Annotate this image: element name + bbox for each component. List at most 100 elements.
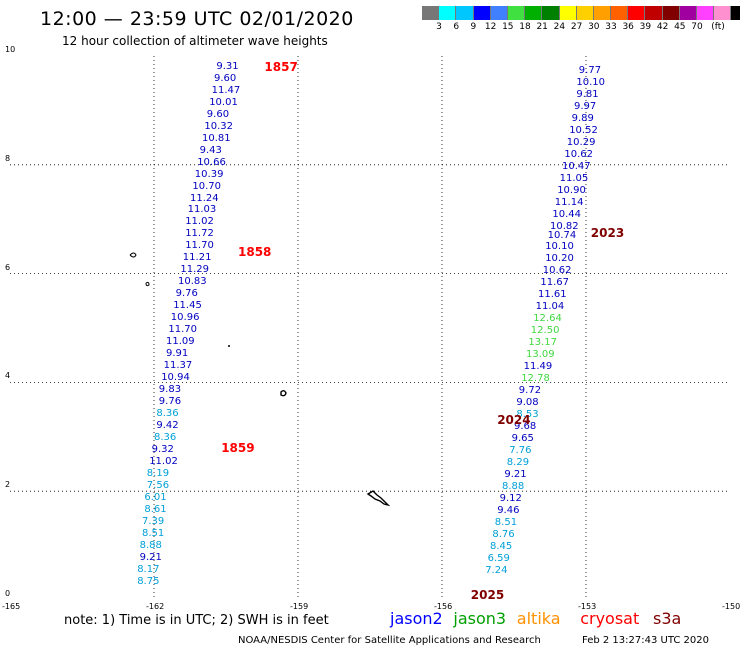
legend-swatch [576,6,594,20]
legend-swatch [645,6,663,20]
wave-height-label: 10.20 [545,253,574,265]
legend-tick-label: 24 [553,22,566,32]
wave-height-label: 6.01 [144,491,167,503]
island-shape [129,252,137,258]
wave-height-label: 9.21 [139,551,162,563]
legend-swatch [628,6,646,20]
wave-height-label: 8.29 [506,456,530,468]
wave-height-label: 10.70 [192,180,222,192]
wave-height-label: 13.09 [526,349,555,361]
satellite-name-jason2: jason2 [390,609,443,628]
legend-swatch [731,6,740,20]
wave-height-label: 9.81 [576,89,599,101]
wave-height-label: 10.39 [194,168,224,180]
legend-color-bar [422,6,740,20]
wave-height-label: 11.09 [166,336,195,348]
satellite-name-cryosat: cryosat [580,609,640,628]
legend-swatch [611,6,629,20]
wave-height-label: 9.31 [216,60,239,72]
wave-height-label: 11.04 [535,301,565,313]
wave-height-label: 10.83 [178,276,207,288]
legend-tick-label: 45 [674,22,686,32]
map-subtitle: 12 hour collection of altimeter wave hei… [62,34,328,48]
wave-height-label: 9.77 [578,65,602,77]
wave-height-label: 8.51 [494,516,518,528]
wave-height-label: 13.17 [528,337,558,349]
map-title: 12:00 — 23:59 UTC 02/01/2020 [40,8,354,30]
wave-height-label: 11.37 [163,360,193,372]
legend-swatch [542,6,560,20]
legend-tick-label: 70 [691,22,703,32]
x-axis-label: -156 [434,602,453,611]
island-shape [145,281,150,287]
wave-height-label: 11.47 [211,84,241,96]
legend-swatch [507,6,526,20]
y-axis-label: 4 [5,371,11,381]
y-axis-label: 8 [5,153,11,163]
legend-tick-label: 9 [470,22,477,32]
wave-height-label: 10.96 [170,312,200,324]
wave-height-label: 7.24 [485,564,508,576]
legend-swatch [714,6,732,20]
legend-swatch [525,6,543,20]
legend-tick-label: 33 [605,22,617,32]
wave-height-label: 8.36 [154,431,177,443]
legend-tick-label: 3 [436,22,442,32]
y-axis-label: 6 [5,262,11,272]
wave-height-label: 10.66 [197,156,226,168]
wave-height-label: 9.72 [518,385,542,397]
wave-height-label: 11.05 [559,172,589,184]
wave-height-label: 9.76 [158,395,182,407]
wave-height-label: 7.76 [509,444,532,456]
wave-height-label: 9.32 [151,443,174,455]
pass-number-label: 2023 [590,225,625,240]
grid-lines [10,56,730,600]
wave-height-label: 8.88 [502,480,525,492]
wave-height-label: 10.47 [562,160,591,172]
x-axis-label: -165 [2,602,21,611]
satellite-name-altika: altika [516,609,561,628]
wave-height-label: 11.61 [538,289,567,301]
wave-height-label: 11.72 [185,228,214,240]
wave-height-label: 8.45 [490,540,513,552]
wave-height-label: 9.46 [497,504,520,516]
legend-swatch [697,6,715,20]
legend-tick-label: 6 [453,22,460,32]
legend-tick-label: 21 [536,22,548,32]
wave-height-label: 10.52 [569,125,598,137]
wave-height-label: 9.97 [574,101,597,113]
wave-height-label: 10.62 [542,265,572,277]
wave-height-label: 11.24 [190,192,219,204]
wave-height-label: 11.70 [185,240,214,252]
wave-height-label: 10.10 [576,77,606,89]
island-shape [280,390,287,397]
wave-height-label: 11.02 [185,216,214,228]
wave-height-label: 10.32 [204,120,234,132]
pass-number-label: 2024 [497,413,531,428]
pass-number-label: 1859 [221,440,255,455]
satellite-name-s3a: s3a [653,609,682,628]
legend-swatch [473,6,491,20]
legend-swatch [422,6,440,20]
wave-height-label: 9.21 [504,468,527,480]
wave-height-label: 8.88 [139,539,162,551]
wave-height-label: 8.53 [516,409,539,421]
wave-height-label: 7.39 [142,515,165,527]
wave-height-label: 8.17 [137,563,160,575]
wave-height-label: 9.08 [516,397,539,409]
pass-number-label: 1857 [264,59,298,74]
wave-height-label: 10.62 [564,149,594,160]
wave-height-label: 12.64 [533,313,562,325]
legend-swatch [593,6,612,20]
wave-height-label: 9.12 [499,492,522,504]
wave-height-label: 11.21 [182,252,212,264]
legend-swatch [490,6,508,20]
island-dot [228,345,230,347]
y-axis-label: 2 [5,480,11,490]
x-axis-label: -153 [578,602,597,611]
wave-height-label: 11.45 [173,300,202,312]
wave-height-label: 10.44 [552,208,582,220]
wave-height-label: 7.56 [146,479,170,491]
wave-height-label: 10.74 [547,229,577,241]
